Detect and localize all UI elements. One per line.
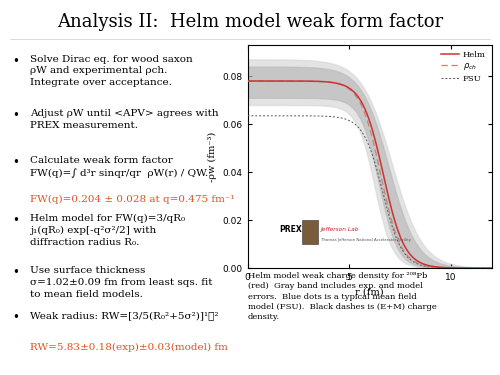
Legend: Helm, $\rho_{ch}$, FSU: Helm, $\rho_{ch}$, FSU <box>440 49 488 84</box>
Text: •: • <box>12 214 19 227</box>
Text: Helm model for FW(q)=3/qR₀
j₁(qR₀) exp[-q²σ²/2] with
diffraction radius R₀.: Helm model for FW(q)=3/qR₀ j₁(qR₀) exp[-… <box>30 214 186 247</box>
Text: •: • <box>12 110 19 123</box>
Text: Helm model weak charge density for ²⁰⁸Pb
(red)  Gray band includes exp. and mode: Helm model weak charge density for ²⁰⁸Pb… <box>248 272 436 321</box>
Text: PREX: PREX <box>279 225 302 234</box>
Text: •: • <box>12 55 19 68</box>
Text: Use surface thickness
σ=1.02±0.09 fm from least sqs. fit
to mean field models.: Use surface thickness σ=1.02±0.09 fm fro… <box>30 266 213 298</box>
Y-axis label: -ρw (fm⁻³): -ρw (fm⁻³) <box>208 132 217 182</box>
Text: FW(q)=0.204 ± 0.028 at q=0.475 fm⁻¹: FW(q)=0.204 ± 0.028 at q=0.475 fm⁻¹ <box>30 195 235 204</box>
Text: •: • <box>12 266 19 279</box>
X-axis label: r (fm): r (fm) <box>355 288 384 297</box>
Text: Weak radius: RW=[3/5(R₀²+5σ²)]¹ᐟ²: Weak radius: RW=[3/5(R₀²+5σ²)]¹ᐟ² <box>30 311 219 320</box>
Text: RW=5.83±0.18(exp)±0.03(model) fm: RW=5.83±0.18(exp)±0.03(model) fm <box>30 344 228 352</box>
Text: Analysis II:  Helm model weak form factor: Analysis II: Helm model weak form factor <box>57 13 443 31</box>
Text: Solve Dirac eq. for wood saxon
ρW and experimental ρch.
Integrate over acceptanc: Solve Dirac eq. for wood saxon ρW and ex… <box>30 55 193 87</box>
Text: Calculate weak form factor
FW(q)=∫ d³r sinqr/qr  ρW(r) / QW.: Calculate weak form factor FW(q)=∫ d³r s… <box>30 156 208 178</box>
Text: Thomas Jefferson National Accelerator Facility: Thomas Jefferson National Accelerator Fa… <box>320 238 410 242</box>
Text: Adjust ρW until <APV> agrees with
PREX measurement.: Adjust ρW until <APV> agrees with PREX m… <box>30 110 219 130</box>
Text: •: • <box>12 311 19 324</box>
Text: •: • <box>12 156 19 169</box>
Bar <box>302 220 318 244</box>
Text: Jefferson Lab: Jefferson Lab <box>320 226 359 232</box>
